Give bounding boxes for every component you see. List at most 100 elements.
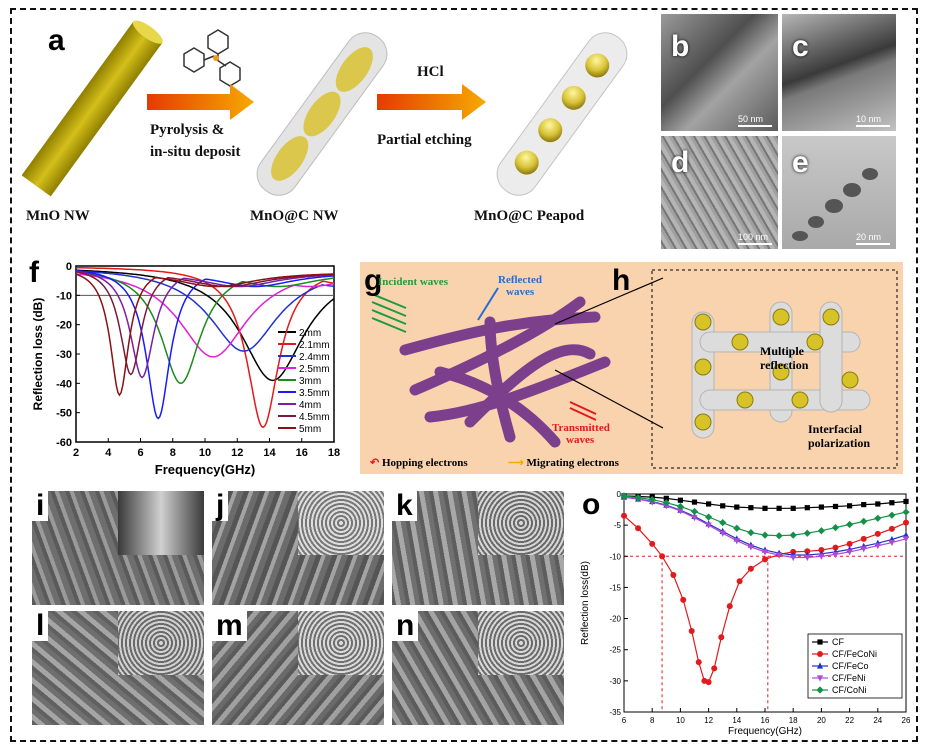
chart-o-point — [846, 549, 853, 556]
label-l: l — [32, 611, 49, 641]
sem-inset-k — [478, 491, 564, 555]
chart-f-legend-label: 2.5mm — [299, 364, 330, 375]
chart-o-legend-marker — [816, 662, 824, 669]
chart-f-ytick-label: 0 — [66, 261, 72, 273]
sem-image-i: i — [32, 491, 204, 605]
chart-o-point — [888, 525, 895, 532]
chart-o-point — [803, 529, 811, 537]
chart-o-point — [861, 501, 867, 508]
chart-o-point — [804, 505, 810, 511]
chart-o-point — [736, 578, 743, 585]
chart-o-point — [846, 540, 853, 547]
chart-o-point — [719, 519, 727, 527]
panel-gh: g h Incident waves Reflected waves Trans… — [360, 262, 903, 474]
chart-f-xtick-label: 2 — [73, 447, 79, 459]
chart-o-point — [695, 659, 702, 666]
chart-o-point — [677, 497, 683, 503]
tem-image-d: d 100 nm — [661, 136, 778, 249]
chart-f-legend-label: 2.1mm — [299, 340, 330, 351]
tem-e-peapod — [792, 168, 878, 241]
multiple-text-2: reflection — [760, 358, 809, 372]
chart-f-legend-label: 5mm — [299, 424, 321, 435]
chart-o-point — [832, 503, 839, 510]
reflected-text-1: Reflected — [498, 274, 542, 286]
chart-f-legend-label: 3.5mm — [299, 388, 330, 399]
transmitted-text-1: Transmitted — [552, 422, 610, 434]
chart-o-point — [659, 553, 666, 560]
chart-o-series-CF/FeCoNi — [621, 512, 909, 686]
label-m: m — [212, 611, 247, 641]
sem-image-n: n — [392, 611, 564, 725]
chart-o-ytick-label: -20 — [609, 615, 621, 624]
sem-inset-l — [118, 611, 204, 675]
chart-o-point — [902, 536, 910, 543]
incident-arrows — [371, 293, 407, 333]
pyrolysis-text-1: Pyrolysis & — [150, 122, 225, 138]
chart-o-point — [734, 504, 740, 510]
chart-o-point — [663, 495, 669, 501]
chart-o-point — [832, 551, 839, 559]
chart-o-point — [860, 546, 867, 553]
chart-o-point — [635, 525, 642, 532]
chart-f-series-3mm — [75, 271, 335, 385]
figure-frame — [10, 8, 918, 742]
chart-o-xtick-label: 16 — [761, 716, 770, 725]
chart-f-xtick-label: 4 — [105, 447, 112, 459]
chart-o-point — [761, 549, 769, 556]
chart-o-xtick-label: 12 — [704, 716, 713, 725]
chart-o-point — [776, 505, 782, 511]
chart-o-series-CF — [621, 493, 909, 511]
chart-o-xtick-label: 10 — [676, 716, 685, 725]
chart-f-ylabel: Reflection loss (dB) — [31, 298, 45, 411]
scalebar-e: 20 nm — [856, 232, 890, 245]
sem-inset-n — [478, 611, 564, 675]
chart-o-point — [762, 556, 768, 563]
migrating-legend: ⟶ Migrating electrons — [508, 457, 619, 469]
chart-f-ytick-label: -60 — [56, 437, 72, 449]
chart-f-series-4.5mm — [75, 270, 334, 376]
chart-o-plot-area — [623, 493, 907, 713]
chart-o-legend-label: CF/CoNi — [832, 685, 867, 695]
chart-o-ylabel: Reflection loss(dB) — [580, 561, 591, 645]
tem-image-c: c 10 nm — [782, 14, 896, 131]
chart-o-legend-box — [807, 633, 903, 699]
label-o: o — [582, 488, 601, 521]
chart-o-point — [902, 531, 910, 538]
chart-o-xtick-label: 24 — [873, 716, 882, 725]
chart-o-point — [688, 628, 695, 635]
chart-o-ytick-label: -15 — [609, 583, 621, 592]
chart-o-point — [720, 503, 726, 509]
interfacial-text-2: polarization — [808, 436, 870, 450]
chart-f-xtick-label: 8 — [170, 447, 176, 459]
mno-nanowire — [22, 20, 163, 197]
scalebar-d: 100 nm — [738, 232, 772, 245]
scalebar-c: 10 nm — [856, 114, 890, 127]
chart-o-point — [818, 547, 825, 554]
label-n: n — [392, 611, 419, 641]
chart-o-point — [889, 500, 895, 506]
arrow-pyrolysis — [147, 84, 254, 120]
zoom-line-top — [554, 277, 664, 325]
label-b: b — [671, 30, 690, 63]
chart-o-xtick-label: 8 — [650, 716, 655, 725]
panel-a-schematic — [22, 20, 628, 197]
chart-o-point — [621, 512, 627, 519]
chart-o-ytick-label: -35 — [609, 708, 621, 717]
chart-f-svg: 2 4 6 8 10 12 14 16 18 0 -10 -20 -30 -40 -50 -60 Frequen… — [31, 261, 340, 477]
chart-f-series-2mm — [76, 269, 335, 382]
chart-o-legend-label: CF/FeNi — [832, 673, 866, 683]
pyrolysis-text-2: in-situ deposit — [150, 144, 241, 160]
chart-o-ytick-label: -5 — [614, 521, 622, 530]
chart-o-point — [733, 524, 741, 532]
etching-text: Partial etching — [377, 132, 472, 148]
chart-o-ytick-label: -25 — [609, 646, 621, 655]
chart-o-point — [761, 531, 769, 539]
caption-mno-nw: MnO NW — [26, 208, 90, 224]
chart-f-series-4mm — [75, 270, 335, 379]
chart-o-svg: 6 8 10 12 14 16 18 20 22 24 26 0 -5 -10 -15 -20 -25 -30 -3… — [580, 490, 911, 736]
tem-image-b: b 50 nm — [661, 14, 778, 131]
chart-f: 2 4 6 8 10 12 14 16 18 0 -10 -20 -30 -40 -50 -60 Frequen… — [26, 254, 344, 480]
chart-o-legend-marker — [816, 686, 824, 694]
chart-f-legend-label: 4.5mm — [299, 412, 330, 423]
panel-a: a Pyrolysis & in-situ deposit HCl Partia… — [22, 14, 650, 232]
